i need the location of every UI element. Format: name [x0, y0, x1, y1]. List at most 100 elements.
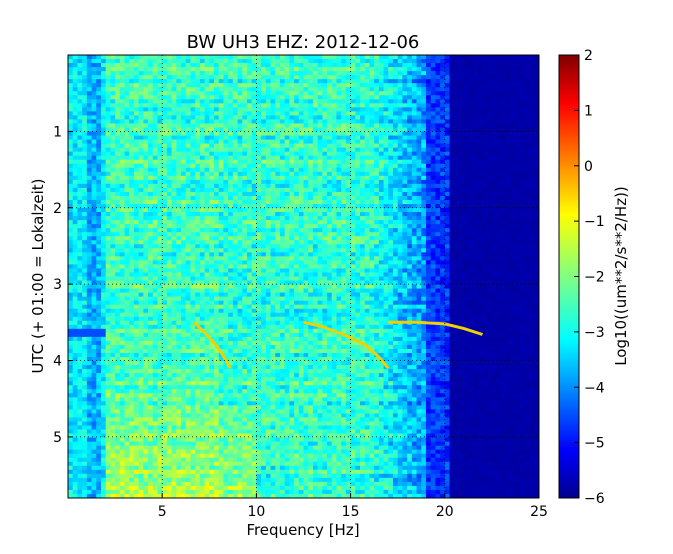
- heatmap-cell: [298, 179, 305, 185]
- heatmap-cell: [68, 99, 74, 104]
- heatmap-cell: [246, 143, 253, 149]
- heatmap-cell: [152, 83, 159, 88]
- heatmap-cell: [369, 228, 375, 233]
- heatmap-cell: [232, 91, 239, 96]
- heatmap-cell: [223, 79, 229, 84]
- heatmap-cell: [317, 87, 323, 92]
- heatmap-cell: [482, 91, 488, 96]
- heatmap-cell: [350, 127, 356, 133]
- heatmap-cell: [317, 228, 323, 233]
- heatmap-cell: [355, 119, 361, 125]
- heatmap-cell: [176, 155, 182, 161]
- heatmap-cell: [463, 119, 469, 125]
- heatmap-cell: [143, 99, 149, 104]
- heatmap-cell: [383, 187, 389, 193]
- heatmap-cell: [529, 224, 535, 229]
- heatmap-cell: [298, 119, 305, 125]
- heatmap-cell: [303, 103, 309, 108]
- heatmap-cell: [407, 228, 413, 233]
- heatmap-cell: [435, 228, 441, 233]
- heatmap-cell: [228, 199, 234, 205]
- heatmap-cell: [520, 83, 526, 88]
- heatmap-cell: [129, 139, 135, 145]
- heatmap-cell: [96, 244, 102, 249]
- heatmap-cell: [246, 87, 253, 92]
- heatmap-cell: [341, 143, 347, 149]
- heatmap-cell: [261, 131, 267, 137]
- heatmap-cell: [303, 123, 309, 129]
- heatmap-cell: [77, 167, 83, 173]
- heatmap-cell: [482, 195, 488, 201]
- heatmap-cell: [355, 83, 361, 88]
- heatmap-cell: [501, 115, 507, 121]
- heatmap-cell: [421, 208, 427, 213]
- heatmap-cell: [232, 87, 239, 92]
- heatmap-cell: [397, 232, 404, 237]
- heatmap-cell: [204, 111, 210, 117]
- heatmap-cell: [355, 111, 361, 117]
- heatmap-cell: [341, 107, 347, 112]
- heatmap-cell: [411, 208, 418, 213]
- heatmap-cell: [261, 83, 267, 88]
- heatmap-cell: [388, 59, 394, 64]
- heatmap-cell: [331, 204, 338, 209]
- heatmap-cell: [270, 75, 276, 80]
- heatmap-cell: [407, 191, 413, 197]
- heatmap-cell: [176, 111, 182, 117]
- heatmap-cell: [336, 67, 342, 72]
- heatmap-cell: [322, 224, 328, 229]
- heatmap-cell: [534, 175, 539, 181]
- heatmap-cell: [501, 224, 507, 229]
- heatmap-cell: [265, 131, 272, 137]
- heatmap-cell: [473, 216, 479, 221]
- heatmap-cell: [402, 91, 408, 96]
- heatmap-cell: [421, 252, 427, 257]
- heatmap-cell: [143, 191, 149, 197]
- heatmap-cell: [242, 79, 248, 84]
- heatmap-cell: [501, 240, 507, 245]
- heatmap-cell: [425, 55, 432, 60]
- heatmap-cell: [218, 139, 225, 145]
- heatmap-cell: [397, 111, 404, 117]
- heatmap-cell: [209, 99, 215, 104]
- heatmap-cell: [336, 224, 342, 229]
- heatmap-cell: [331, 224, 338, 229]
- heatmap-cell: [251, 163, 257, 169]
- heatmap-cell: [416, 119, 422, 125]
- heatmap-cell: [388, 228, 394, 233]
- heatmap-cell: [228, 208, 234, 213]
- heatmap-cell: [251, 55, 257, 60]
- heatmap-cell: [506, 59, 512, 64]
- heatmap-cell: [284, 163, 290, 169]
- heatmap-cell: [237, 216, 243, 221]
- heatmap-cell: [425, 107, 432, 112]
- heatmap-cell: [294, 111, 300, 117]
- heatmap-cell: [119, 163, 126, 169]
- heatmap-cell: [162, 163, 168, 169]
- heatmap-cell: [124, 159, 130, 165]
- heatmap-cell: [449, 228, 455, 233]
- heatmap-cell: [246, 91, 253, 96]
- heatmap-cell: [520, 155, 526, 161]
- heatmap-cell: [265, 236, 272, 241]
- heatmap-cell: [369, 119, 375, 125]
- heatmap-cell: [157, 95, 163, 100]
- heatmap-cell: [261, 252, 267, 257]
- heatmap-cell: [181, 71, 187, 76]
- heatmap-cell: [209, 87, 215, 92]
- heatmap-cell: [105, 216, 111, 221]
- heatmap-cell: [228, 179, 234, 185]
- heatmap-cell: [378, 232, 385, 237]
- heatmap-cell: [392, 151, 399, 157]
- heatmap-cell: [487, 228, 493, 233]
- heatmap-cell: [124, 59, 130, 64]
- heatmap-cell: [133, 119, 140, 125]
- heatmap-cell: [364, 195, 371, 201]
- heatmap-cell: [440, 135, 446, 141]
- heatmap-cell: [416, 127, 422, 133]
- heatmap-cell: [218, 195, 225, 201]
- heatmap-cell: [298, 216, 305, 221]
- heatmap-cell: [487, 99, 493, 104]
- heatmap-cell: [341, 151, 347, 157]
- heatmap-cell: [416, 248, 422, 253]
